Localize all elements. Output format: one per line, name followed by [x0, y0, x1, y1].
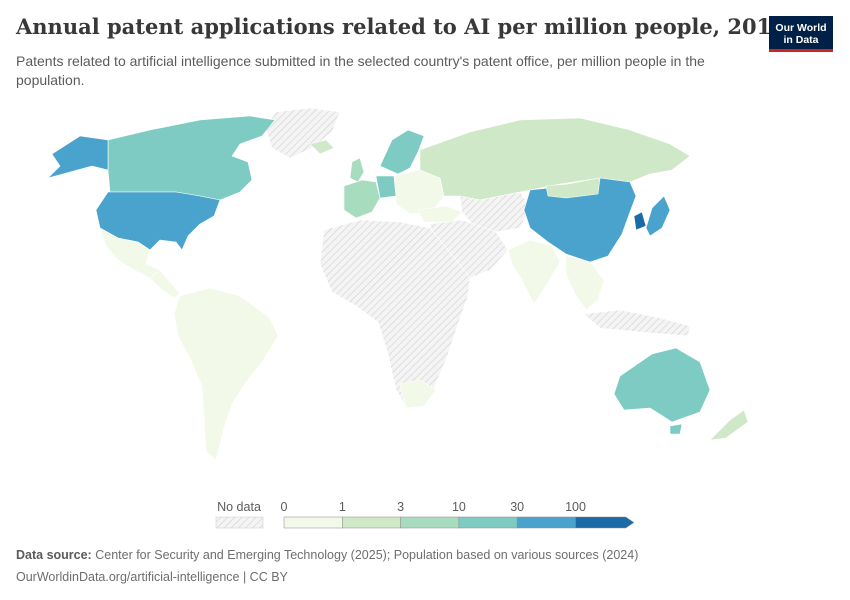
region-western-europe[interactable]: [343, 179, 381, 219]
region-south-korea[interactable]: [633, 211, 647, 231]
data-source-line: Data source: Center for Security and Eme…: [16, 548, 638, 562]
region-iceland[interactable]: [309, 139, 335, 155]
region-africa[interactable]: [319, 219, 471, 407]
legend-tick-5: 100: [565, 500, 586, 514]
chart-title: Annual patent applications related to AI…: [16, 14, 786, 39]
legend-tick-labels: 0 1 3 10 30 100: [281, 500, 586, 514]
legend-no-data-swatch: [215, 516, 264, 529]
region-canada[interactable]: [107, 115, 276, 201]
legend-bin-0[interactable]: [283, 516, 343, 529]
region-china[interactable]: [523, 177, 637, 263]
region-central-america[interactable]: [149, 269, 181, 299]
region-south-africa[interactable]: [399, 379, 437, 409]
legend-tick-3: 10: [452, 500, 466, 514]
legend-color-scale: [283, 516, 635, 529]
map-legend: No data 0 1 3 10 30 100: [215, 500, 635, 529]
legend-bin-2[interactable]: [400, 516, 460, 529]
attribution-link[interactable]: OurWorldinData.org/artificial-intelligen…: [16, 570, 288, 584]
region-southeast-asia[interactable]: [565, 255, 605, 311]
region-tasmania[interactable]: [669, 423, 683, 435]
logo-line-1: Our World: [775, 22, 827, 34]
region-india[interactable]: [507, 239, 561, 305]
world-map: [47, 107, 749, 461]
region-mongolia[interactable]: [545, 177, 601, 199]
legend-tick-4: 30: [510, 500, 524, 514]
legend-no-data-label: No data: [217, 500, 261, 514]
region-japan[interactable]: [645, 195, 671, 237]
chart-subtitle: Patents related to artificial intelligen…: [16, 53, 705, 88]
legend-bin-4[interactable]: [516, 516, 576, 529]
logo-line-2: in Data: [783, 34, 819, 46]
region-turkey[interactable]: [417, 205, 463, 223]
region-scandinavia[interactable]: [379, 129, 425, 175]
region-central-asia[interactable]: [459, 191, 531, 233]
region-greenland[interactable]: [265, 107, 341, 159]
data-source-text: Center for Security and Emerging Technol…: [95, 548, 639, 562]
region-new-zealand[interactable]: [709, 409, 749, 441]
legend-tick-1: 1: [339, 500, 346, 514]
region-alaska[interactable]: [47, 135, 109, 179]
region-australia[interactable]: [613, 347, 711, 423]
legend-tick-2: 3: [397, 500, 404, 514]
legend-tick-0: 0: [281, 500, 288, 514]
legend-bin-3[interactable]: [458, 516, 518, 529]
data-source-label: Data source:: [16, 548, 92, 562]
region-south-america[interactable]: [173, 287, 279, 461]
legend-bin-5[interactable]: [575, 516, 635, 529]
region-uk[interactable]: [349, 157, 365, 183]
legend-bin-1[interactable]: [342, 516, 401, 529]
region-indonesia[interactable]: [583, 309, 691, 337]
owid-logo[interactable]: Our World in Data: [769, 16, 833, 52]
